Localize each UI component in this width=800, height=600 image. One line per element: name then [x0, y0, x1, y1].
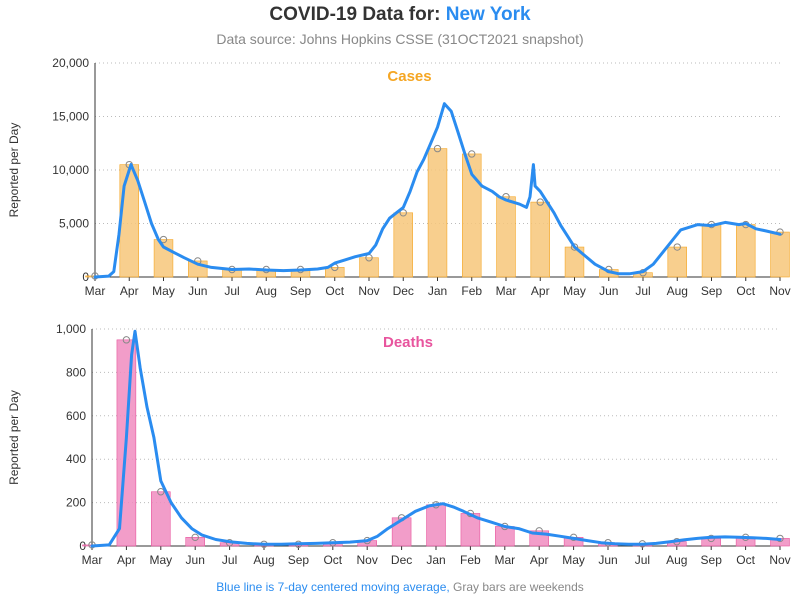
cases-ytick-label: 15,000: [52, 110, 89, 124]
deaths-xtick-label: Dec: [391, 553, 412, 567]
deaths-xtick-label: Feb: [460, 553, 481, 567]
cases-xtick-label: Nov: [358, 284, 379, 298]
deaths-bar: [151, 491, 171, 547]
cases-xtick-label: Sep: [701, 284, 723, 298]
deaths-xtick-label: Oct: [323, 553, 342, 567]
deaths-xtick-label: Jul: [635, 553, 650, 567]
cases-bar: [359, 257, 379, 278]
cases-xtick-label: Aug: [256, 284, 277, 298]
deaths-point-marker: [157, 488, 165, 496]
cases-xtick-label: May: [152, 284, 175, 298]
deaths-xtick-label: Nov: [769, 553, 790, 567]
cases-point-marker: [399, 209, 407, 217]
deaths-ytick-label: 600: [66, 409, 86, 423]
cases-y-axis-label: Reported per Day: [7, 123, 21, 218]
cases-point-marker: [570, 243, 579, 251]
footer-moving-average-note: Blue line is 7-day centered moving avera…: [216, 580, 450, 594]
deaths-panel: 02004006008001,000MarAprMayJunJulAugSepO…: [7, 322, 791, 567]
cases-panel: 05,00010,00015,00020,000MarAprMayJunJulA…: [7, 56, 791, 298]
deaths-panel-label: Deaths: [383, 334, 433, 351]
cases-point-marker: [433, 144, 442, 153]
cases-ytick-label: 5,000: [59, 217, 89, 231]
deaths-y-axis-label: Reported per Day: [7, 390, 21, 485]
chart-footer: Blue line is 7-day centered moving avera…: [0, 580, 800, 594]
deaths-xtick-label: Mar: [82, 553, 103, 567]
cases-xtick-label: Nov: [769, 284, 790, 298]
deaths-xtick-label: May: [562, 553, 585, 567]
cases-xtick-label: Jun: [599, 284, 618, 298]
deaths-moving-average-line: [90, 329, 782, 548]
chart-title: COVID-19 Data for: New York: [0, 4, 800, 26]
deaths-xtick-label: May: [149, 553, 172, 567]
cases-bar: [119, 164, 139, 278]
cases-bar: [462, 153, 482, 278]
cases-point-marker: [536, 198, 544, 206]
cases-xtick-label: Jul: [224, 284, 239, 298]
deaths-xtick-label: Aug: [666, 553, 687, 567]
deaths-bar: [391, 517, 412, 547]
cases-xtick-label: Aug: [667, 284, 688, 298]
cases-xtick-label: Jul: [635, 284, 650, 298]
deaths-xtick-label: Sep: [288, 553, 310, 567]
cases-bar: [393, 212, 413, 278]
title-location: New York: [445, 4, 531, 25]
deaths-ytick-label: 1,000: [56, 322, 86, 336]
deaths-ytick-label: 400: [66, 452, 86, 466]
cases-bar: [667, 246, 687, 278]
cases-moving-average-line: [93, 102, 782, 279]
footer-weekend-note: Gray bars are weekends: [449, 580, 584, 594]
deaths-bar: [701, 538, 721, 547]
cases-bar: [770, 231, 790, 278]
cases-xtick-label: Apr: [531, 284, 550, 298]
cases-bar: [736, 224, 756, 278]
cases-bar: [325, 267, 345, 278]
cases-ytick-label: 10,000: [52, 163, 89, 177]
cases-xtick-label: Oct: [325, 284, 344, 298]
deaths-xtick-label: Aug: [253, 553, 274, 567]
deaths-xtick-label: Jun: [598, 553, 617, 567]
cases-xtick-label: Oct: [736, 284, 755, 298]
deaths-ytick-label: 800: [66, 365, 86, 379]
cases-bar: [496, 196, 516, 278]
cases-point-marker: [159, 235, 168, 244]
cases-bar: [530, 201, 550, 278]
deaths-xtick-label: Sep: [701, 553, 723, 567]
deaths-xtick-label: Jul: [222, 553, 237, 567]
cases-panel-label: Cases: [387, 68, 431, 85]
cases-point-marker: [673, 243, 681, 251]
deaths-bar: [426, 504, 446, 547]
deaths-point-marker: [191, 533, 199, 542]
cases-xtick-label: Mar: [85, 284, 106, 298]
deaths-xtick-label: Jun: [186, 553, 205, 567]
deaths-xtick-label: Nov: [357, 553, 378, 567]
deaths-xtick-label: Mar: [494, 553, 515, 567]
cases-xtick-label: Sep: [290, 284, 312, 298]
cases-ytick-label: 20,000: [52, 56, 89, 70]
cases-xtick-label: May: [563, 284, 586, 298]
cases-xtick-label: Jun: [188, 284, 207, 298]
deaths-xtick-label: Jan: [426, 553, 445, 567]
cases-xtick-label: Jan: [428, 284, 447, 298]
deaths-xtick-label: Apr: [530, 553, 549, 567]
deaths-bar: [185, 537, 205, 547]
deaths-ytick-label: 200: [66, 496, 86, 510]
deaths-point-marker: [122, 336, 131, 344]
cases-xtick-label: Apr: [120, 284, 139, 298]
deaths-xtick-label: Apr: [117, 553, 136, 567]
chart-subtitle: Data source: Johns Hopkins CSSE (31OCT20…: [216, 31, 584, 47]
title-prefix: COVID-19 Data for:: [269, 4, 446, 25]
cases-point-marker: [468, 150, 476, 158]
cases-bar: [427, 148, 448, 278]
deaths-xtick-label: Oct: [736, 553, 755, 567]
cases-xtick-label: Feb: [461, 284, 482, 298]
cases-bar: [701, 224, 722, 278]
cases-xtick-label: Dec: [393, 284, 414, 298]
cases-xtick-label: Mar: [496, 284, 517, 298]
